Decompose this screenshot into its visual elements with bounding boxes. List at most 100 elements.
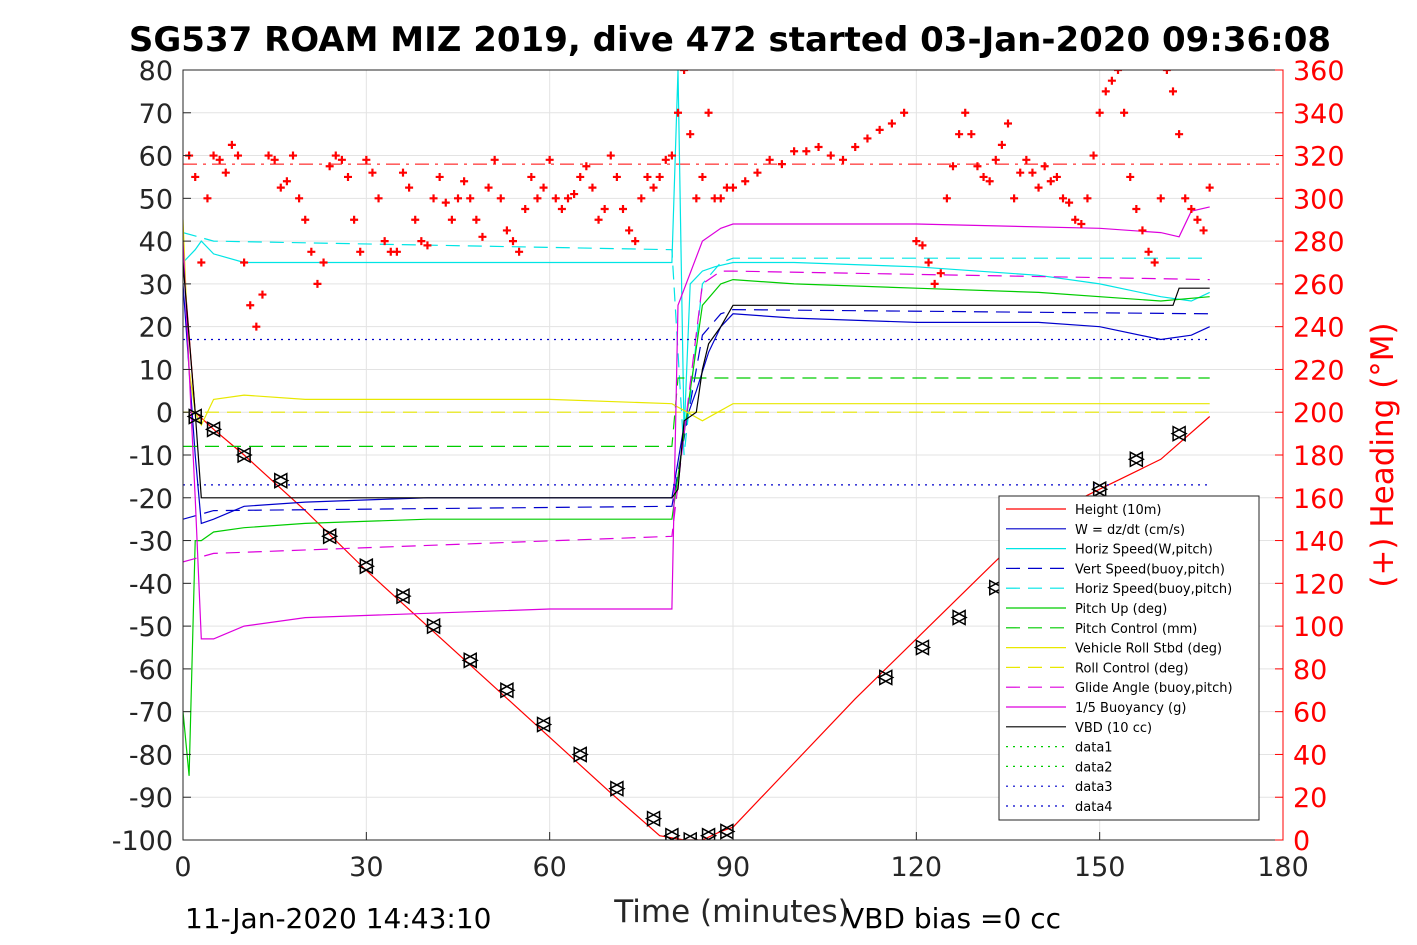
heading-point [1040, 162, 1049, 171]
heading-point [1083, 194, 1092, 203]
right-tick-label: 260 [1293, 270, 1345, 301]
y-tick-label: -20 [129, 484, 173, 515]
heading-point [698, 172, 707, 181]
heading-point [924, 258, 933, 267]
heading-point [936, 269, 945, 278]
heading-point [1150, 258, 1159, 267]
heading-point [1046, 177, 1055, 186]
heading-point [997, 140, 1006, 149]
heading-point [264, 151, 273, 160]
heading-point [1107, 76, 1116, 85]
heading-point [380, 237, 389, 246]
heading-point [979, 172, 988, 181]
heading-point [227, 140, 236, 149]
x-tick-label: 120 [891, 852, 943, 883]
legend-entry: Vehicle Roll Stbd (deg) [1075, 642, 1222, 657]
heading-point [1022, 155, 1031, 164]
legend-entry: VBD (10 cc) [1075, 721, 1152, 736]
heading-point [991, 155, 1000, 164]
heading-point [1114, 70, 1122, 74]
heading-point [1156, 194, 1165, 203]
heading-point [826, 151, 835, 160]
x-tick-label: 180 [1257, 852, 1309, 883]
right-tick-label: 220 [1293, 355, 1345, 386]
heading-point [282, 177, 291, 186]
heading-point [1059, 194, 1067, 203]
legend-entry: W = dz/dt (cm/s) [1075, 523, 1185, 538]
heading-point [973, 162, 982, 171]
heading-point [276, 183, 285, 192]
heading-point [887, 119, 896, 128]
heading-point [802, 147, 811, 156]
heading-point [765, 155, 774, 164]
vertex-marker [394, 587, 410, 605]
heading-point [472, 215, 481, 224]
y-tick-label: -70 [129, 698, 173, 729]
heading-point [1077, 220, 1086, 228]
heading-point [545, 155, 554, 164]
y-tick-label: 10 [139, 355, 173, 386]
heading-point [594, 215, 603, 224]
legend-entry: data3 [1075, 780, 1113, 795]
heading-point [460, 177, 469, 186]
footer-vbd-bias: VBD bias =0 cc [845, 902, 1061, 935]
vertex-marker [498, 682, 514, 699]
vertex-marker [681, 831, 697, 840]
vertex-marker [699, 827, 716, 840]
heading-point [1004, 119, 1012, 128]
heading-point [814, 143, 823, 151]
y-tick-label: 50 [139, 184, 173, 215]
heading-point [1101, 87, 1110, 96]
heading-point [570, 190, 579, 199]
y-tick-label: -60 [129, 655, 173, 686]
vertex-marker [321, 528, 337, 545]
heading-point [325, 162, 334, 171]
series-vbd-10-cc [183, 262, 1210, 499]
heading-point [949, 162, 957, 171]
heading-point [399, 168, 407, 177]
heading-point [1187, 205, 1196, 214]
y-tick-label: 60 [139, 142, 173, 173]
heading-point [667, 151, 676, 160]
heading-markers [185, 70, 1214, 331]
heading-point [637, 194, 646, 203]
heading-point [777, 160, 786, 169]
heading-point [1065, 198, 1074, 207]
heading-point [539, 183, 548, 192]
heading-point [301, 215, 310, 224]
heading-point [521, 205, 530, 214]
heading-point [447, 215, 456, 224]
heading-point [344, 172, 352, 181]
vertex-marker [663, 827, 679, 840]
heading-point [527, 172, 536, 181]
heading-point [1052, 172, 1061, 181]
vertex-marker [204, 421, 221, 438]
heading-point [502, 226, 511, 235]
legend: Height (10m) W = dz/dt (cm/s) Horiz Speed(… [998, 495, 1260, 821]
heading-point [863, 134, 872, 143]
heading-point [405, 183, 414, 192]
heading-point [1028, 168, 1037, 177]
heading-point [368, 168, 377, 177]
y-tick-label: 80 [139, 56, 173, 87]
right-axis-label: (+) Heading (°M) [1365, 322, 1401, 587]
right-tick-label: 160 [1293, 484, 1345, 515]
heading-point [661, 155, 670, 164]
heading-point [203, 194, 212, 203]
heading-point [435, 172, 444, 181]
x-axis-label: Time (minutes) [613, 894, 849, 930]
vertex-marker [1170, 425, 1186, 442]
heading-point [588, 183, 597, 192]
heading-point [1138, 226, 1147, 235]
heading-point [307, 247, 316, 256]
legend-entry: 1/5 Buoyancy (g) [1075, 701, 1186, 716]
heading-point [716, 194, 725, 203]
vertex-marker [877, 669, 893, 686]
right-tick-label: 320 [1293, 142, 1345, 173]
heading-point [356, 247, 365, 256]
heading-point [331, 151, 340, 160]
heading-point [985, 177, 994, 186]
heading-point [704, 108, 713, 117]
heading-point [509, 237, 517, 246]
heading-point [466, 194, 475, 203]
